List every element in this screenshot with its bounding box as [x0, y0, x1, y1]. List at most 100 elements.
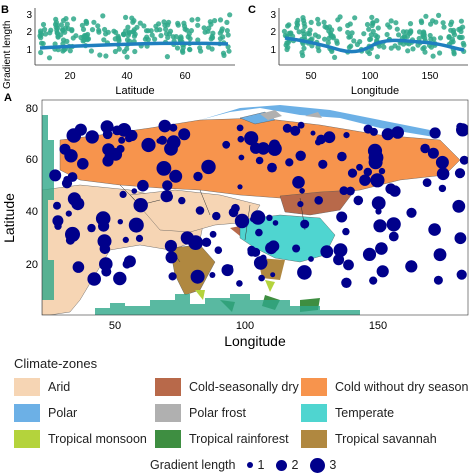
panel-c-point — [351, 38, 357, 44]
map-sites — [49, 119, 468, 288]
panel-b-point — [163, 26, 169, 32]
site-dot — [388, 231, 399, 242]
panel-b-point — [67, 48, 73, 54]
site-dot — [381, 128, 394, 141]
panel-c-point — [410, 46, 416, 52]
panel-c-point — [428, 21, 434, 27]
site-dot — [318, 159, 328, 169]
site-dot — [433, 248, 447, 262]
panel-b-point — [102, 26, 108, 33]
site-dot — [236, 124, 244, 132]
panel-b-point — [97, 52, 103, 58]
panel-c-point — [416, 35, 422, 42]
panel-b-point — [163, 31, 170, 37]
site-dot — [117, 219, 124, 225]
panel-c-point — [300, 52, 306, 59]
panel-b-point — [189, 17, 195, 23]
panel-b-point — [217, 30, 223, 36]
panel-b-point — [208, 21, 214, 27]
panel-b-point — [130, 19, 136, 25]
legend-label-cold-wet: Cold without dry season — [335, 380, 469, 394]
site-dot — [201, 237, 212, 247]
panel-b-points — [37, 12, 233, 61]
site-dot — [228, 207, 239, 218]
panel-b-point — [217, 17, 224, 23]
site-dot — [77, 158, 89, 170]
panel-c-point — [407, 21, 414, 27]
site-dot — [337, 151, 347, 162]
site-dot — [133, 198, 148, 213]
panel-c-point — [416, 29, 423, 35]
site-dot — [255, 228, 263, 237]
map-ytick-80: 80 — [26, 103, 38, 115]
legend-swatch-polar-frost — [155, 404, 181, 422]
panel-b-xtick-40: 40 — [121, 71, 133, 82]
panel-b-point — [70, 35, 76, 41]
site-dot — [193, 171, 203, 182]
panel-c-point — [322, 24, 328, 30]
panel-b-point — [137, 20, 143, 26]
site-dot — [297, 121, 305, 129]
panel-b-point — [219, 26, 225, 32]
panel-c-point — [387, 24, 393, 30]
panel-c-point — [373, 32, 379, 39]
panel-c-point — [405, 48, 411, 54]
site-dot — [346, 186, 355, 196]
site-dot — [99, 257, 113, 271]
site-dot — [376, 265, 389, 278]
site-dot — [72, 261, 85, 273]
site-dot — [297, 201, 304, 208]
panel-b-point — [126, 30, 132, 36]
panel-c-point — [347, 21, 353, 27]
panel-b-point — [180, 49, 186, 55]
panel-c-point — [334, 38, 340, 44]
site-dot — [333, 243, 348, 257]
site-dot — [373, 219, 387, 233]
panel-b-point — [132, 31, 138, 37]
panel-c-point — [433, 19, 439, 25]
site-dot — [135, 234, 144, 242]
site-dot — [164, 239, 177, 253]
site-dot — [141, 137, 156, 153]
site-dot — [363, 167, 372, 177]
panel-c-point — [381, 44, 387, 50]
site-dot — [104, 152, 114, 162]
panel-b-point — [95, 23, 101, 29]
panel-b-point — [116, 46, 122, 52]
panel-b-point — [175, 20, 181, 26]
panel-c-point — [392, 43, 398, 49]
panel-b-label: B — [1, 4, 9, 16]
panel-c-point — [364, 21, 371, 28]
panel-c-points — [281, 12, 467, 61]
panel-b: B Gradient length 3 2 1 20 40 60 Latitud… — [1, 4, 235, 97]
legend-label-polar: Polar — [48, 406, 78, 420]
legend-swatch-temperate — [301, 404, 327, 422]
panel-b-ytick-3: 3 — [26, 10, 32, 21]
panel-c-point — [309, 36, 315, 42]
panel-c-point — [366, 26, 372, 32]
panel-c-point — [396, 32, 402, 38]
site-dot — [422, 178, 432, 188]
panel-b-point — [225, 32, 231, 38]
panel-b-point — [64, 38, 70, 45]
site-dot — [113, 271, 127, 286]
site-dot — [267, 162, 277, 173]
legend-item-trop-rainforest: Tropical rainforest — [155, 430, 289, 448]
panel-c-point — [457, 26, 463, 32]
size-dot-medium — [276, 459, 288, 471]
panel-c-point — [330, 35, 336, 41]
site-dot — [178, 196, 186, 205]
site-dot — [347, 168, 358, 178]
panel-b-xlabel: Latitude — [115, 85, 154, 97]
site-dot — [420, 143, 430, 154]
site-dot — [363, 124, 373, 134]
map-left-bars — [42, 115, 54, 300]
site-dot — [236, 280, 243, 287]
panel-b-point — [79, 22, 85, 28]
panel-b-point — [121, 31, 127, 37]
site-dot — [102, 129, 113, 140]
panel-b-point — [226, 48, 232, 54]
site-dot — [456, 269, 467, 280]
panel-c-point — [332, 54, 338, 61]
site-dot — [119, 190, 127, 198]
